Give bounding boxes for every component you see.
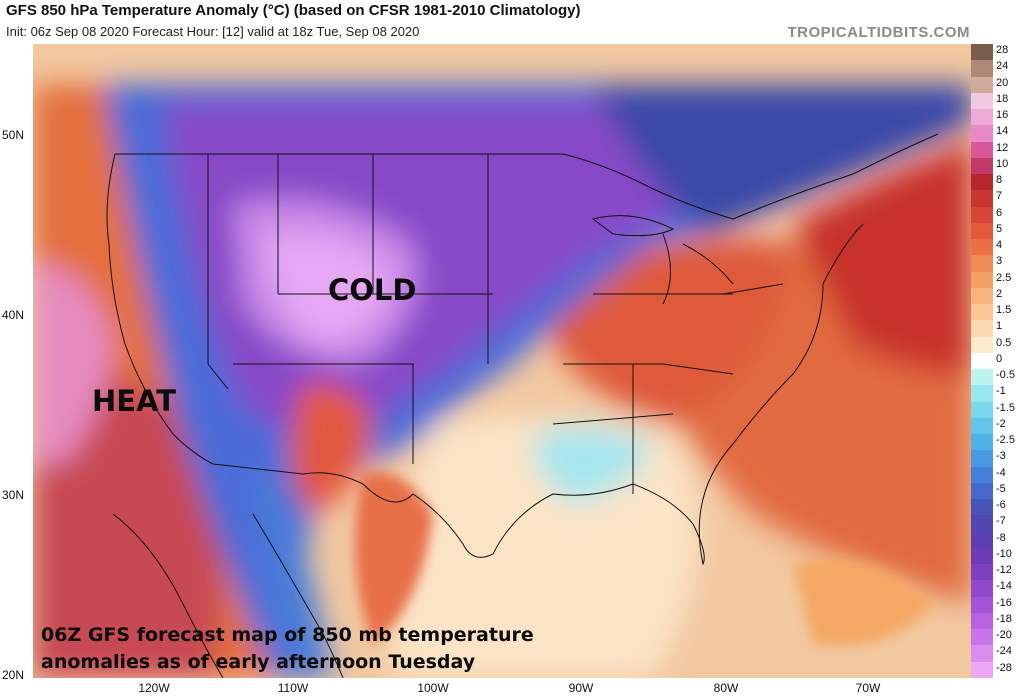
colorbar-label: 5 xyxy=(996,222,1003,235)
colorbar-swatch xyxy=(971,222,993,240)
lon-label-80w: 80W xyxy=(713,681,739,695)
colorbar-swatch xyxy=(971,92,993,110)
colorbar-swatch xyxy=(971,141,993,159)
colorbar-swatch xyxy=(971,190,993,208)
colorbar-label: -0.5 xyxy=(996,369,1015,382)
colorbar-label: 4 xyxy=(996,239,1003,252)
colorbar-label: 1.5 xyxy=(996,304,1012,317)
colorbar-swatch xyxy=(971,466,993,484)
colorbar-swatch xyxy=(971,109,993,126)
colorbar-label: 2 xyxy=(996,287,1003,300)
color-scale-legend: 28 24 20 18 16 14 12 10 8 7 6 5 4 3 2.5 2 1.5 1 0.5 0 -0.5 -1… xyxy=(971,44,1024,679)
caption-line-1: 06Z GFS forecast map of 850 mb temperatu… xyxy=(41,624,534,646)
colorbar-swatch xyxy=(971,271,993,289)
colorbar-swatch xyxy=(971,629,993,646)
colorbar-label: -8 xyxy=(996,531,1006,544)
colorbar-swatch xyxy=(971,499,993,516)
colorbar-label: -18 xyxy=(996,612,1012,625)
colorbar-label: 0 xyxy=(996,352,1003,365)
lat-label-30n: 30N xyxy=(2,488,25,502)
colorbar-swatch xyxy=(971,596,993,614)
colorbar-swatch xyxy=(971,515,993,533)
colorbar-swatch xyxy=(971,580,993,598)
heat-label: HEAT xyxy=(92,384,177,418)
colorbar-swatch xyxy=(971,645,993,663)
colorbar-swatch xyxy=(971,434,993,451)
map-title: GFS 850 hPa Temperature Anomaly (°C) (ba… xyxy=(6,2,581,19)
colorbar-swatch xyxy=(971,547,993,565)
lat-label-40n: 40N xyxy=(2,308,25,322)
lat-label-50n: 50N xyxy=(2,128,25,142)
colorbar-label: -1.5 xyxy=(996,401,1015,414)
colorbar-swatch xyxy=(971,60,993,77)
colorbar-label: -3 xyxy=(996,450,1006,463)
colorbar-swatch xyxy=(971,76,993,94)
colorbar-label: 18 xyxy=(996,92,1009,105)
colorbar-swatch xyxy=(971,450,993,468)
colorbar-label: 14 xyxy=(996,125,1009,138)
lon-label-100w: 100W xyxy=(417,681,449,695)
colorbar-label: 24 xyxy=(996,60,1009,73)
colorbar-swatch xyxy=(971,125,993,143)
colorbar-label: 20 xyxy=(996,76,1009,89)
colorbar-label: -2.5 xyxy=(996,434,1015,447)
colorbar-label: -6 xyxy=(996,499,1006,512)
colorbar-label: 0.5 xyxy=(996,336,1012,349)
lon-label-120w: 120W xyxy=(138,681,170,695)
lon-label-110w: 110W xyxy=(277,681,309,695)
colorbar-swatch xyxy=(971,612,993,630)
colorbar-label: 3 xyxy=(996,255,1003,268)
colorbar-label: 2.5 xyxy=(996,271,1012,284)
cold-label: COLD xyxy=(328,273,417,307)
colorbar-label: -7 xyxy=(996,515,1006,528)
colorbar-label: -16 xyxy=(996,596,1012,609)
colorbar-swatch xyxy=(971,352,993,370)
colorbar-swatch xyxy=(971,320,993,338)
colorbar-swatch xyxy=(971,564,993,581)
colorbar-label: -2 xyxy=(996,417,1006,430)
colorbar-label: -20 xyxy=(996,629,1012,642)
colorbar-swatch xyxy=(971,206,993,224)
colorbar-swatch xyxy=(971,417,993,435)
colorbar-label: 6 xyxy=(996,206,1003,219)
brand-watermark: TROPICALTIDBITS.COM xyxy=(787,24,970,41)
colorbar-swatch xyxy=(971,304,993,321)
colorbar-label: -1 xyxy=(996,385,1006,398)
colorbar-label: -4 xyxy=(996,466,1006,479)
colorbar-label: 1 xyxy=(996,320,1003,333)
colorbar-swatch xyxy=(971,531,993,549)
colorbar-label: 12 xyxy=(996,141,1009,154)
colorbar-label: -28 xyxy=(996,661,1012,674)
colorbar-swatch xyxy=(971,401,993,419)
colorbar-swatch xyxy=(971,369,993,386)
colorbar-swatch xyxy=(971,255,993,273)
colorbar-label: -14 xyxy=(996,580,1012,593)
colorbar-label: -10 xyxy=(996,547,1012,560)
colorbar-swatch xyxy=(971,174,993,191)
colorbar-label: 10 xyxy=(996,157,1009,170)
colorbar-label: 8 xyxy=(996,174,1003,187)
temperature-anomaly-map xyxy=(33,44,971,678)
colorbar-swatch xyxy=(971,336,993,354)
lat-label-20n: 20N xyxy=(2,668,25,682)
colorbar-swatch xyxy=(971,239,993,256)
forecast-info: Init: 06z Sep 08 2020 Forecast Hour: [12… xyxy=(6,24,420,39)
colorbar-label: -5 xyxy=(996,482,1006,495)
caption-line-2: anomalies as of early afternoon Tuesday xyxy=(41,651,476,673)
colorbar-swatch xyxy=(971,44,993,61)
colorbar-label: -24 xyxy=(996,645,1012,658)
colorbar-label: -12 xyxy=(996,564,1012,577)
colorbar-swatch xyxy=(971,385,993,403)
colorbar-swatch xyxy=(971,661,993,679)
colorbar-label: 16 xyxy=(996,109,1009,122)
colorbar-swatch xyxy=(971,157,993,175)
colorbar-label: 28 xyxy=(996,44,1009,56)
colorbar-swatch xyxy=(971,287,993,305)
lon-label-90w: 90W xyxy=(568,681,594,695)
colorbar-swatch xyxy=(971,482,993,500)
colorbar-label: 7 xyxy=(996,190,1003,203)
lon-label-70w: 70W xyxy=(855,681,881,695)
